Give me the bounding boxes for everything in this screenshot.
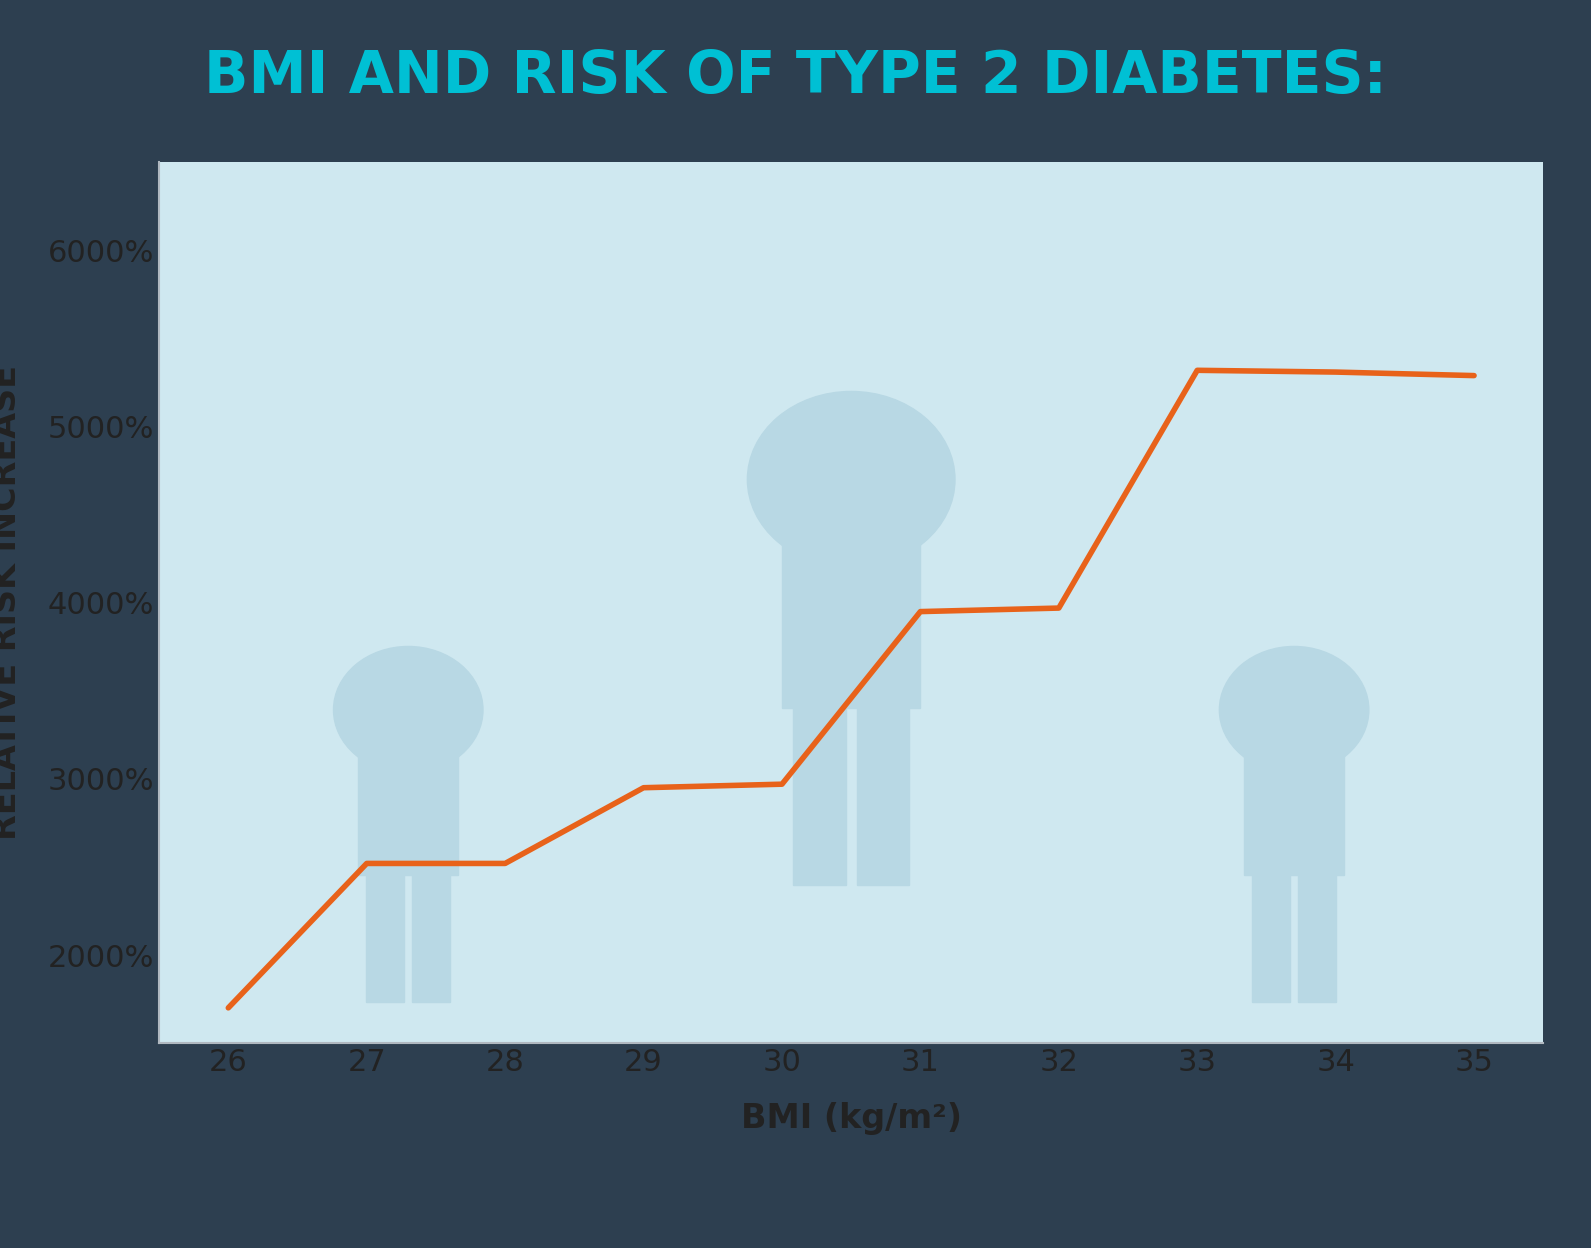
Bar bbox=[1244, 735, 1344, 875]
Bar bbox=[838, 456, 864, 504]
Bar bbox=[1286, 693, 1303, 728]
Bar bbox=[1252, 875, 1290, 1001]
Bar bbox=[366, 875, 404, 1001]
Text: HEALTH: HEALTH bbox=[1427, 1141, 1519, 1164]
X-axis label: BMI (kg/m²): BMI (kg/m²) bbox=[741, 1102, 961, 1134]
Bar bbox=[412, 875, 450, 1001]
Bar bbox=[387, 704, 430, 715]
Y-axis label: RELATIVE RISK INCREASE: RELATIVE RISK INCREASE bbox=[0, 366, 22, 840]
Text: Ⓣ TRIFECTA: Ⓣ TRIFECTA bbox=[1262, 1141, 1410, 1164]
Ellipse shape bbox=[748, 392, 955, 568]
Bar bbox=[1298, 875, 1336, 1001]
Bar bbox=[856, 709, 910, 885]
Bar bbox=[792, 709, 846, 885]
Bar bbox=[358, 735, 458, 875]
Bar bbox=[1273, 704, 1316, 715]
Bar bbox=[823, 472, 880, 488]
Bar bbox=[783, 514, 921, 709]
Ellipse shape bbox=[334, 646, 484, 774]
Ellipse shape bbox=[1219, 646, 1368, 774]
Text: BMI AND RISK OF TYPE 2 DIABETES:: BMI AND RISK OF TYPE 2 DIABETES: bbox=[204, 47, 1387, 105]
Bar bbox=[399, 693, 417, 728]
